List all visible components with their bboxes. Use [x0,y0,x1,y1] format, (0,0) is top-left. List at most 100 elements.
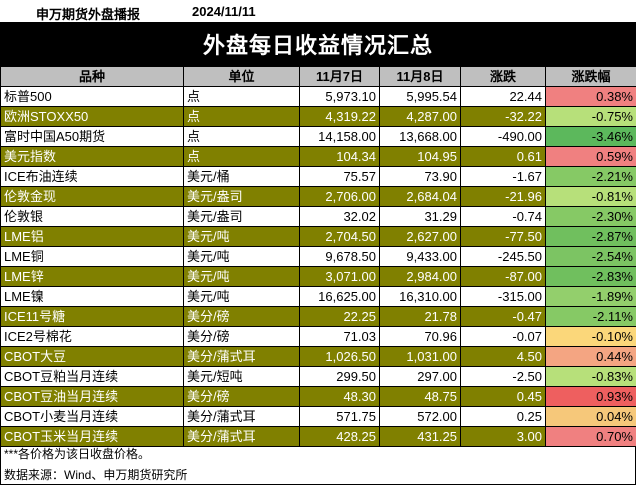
change-pct-cell: -0.10% [545,326,636,347]
variety-cell: CBOT小麦当月连续 [0,406,184,427]
variety-cell: ICE11号糖 [0,306,184,327]
unit-cell: 美元/桶 [183,166,300,187]
variety-cell: 美元指数 [0,146,184,167]
change-pct-cell: 0.93% [545,386,636,407]
nov7-close-cell: 48.30 [299,386,380,407]
change-cell: -0.47 [460,306,546,327]
unit-cell: 点 [183,86,300,107]
variety-cell: LME锌 [0,266,184,287]
unit-cell: 美分/磅 [183,386,300,407]
nov7-close-cell: 2,704.50 [299,226,380,247]
change-pct-cell: -2.21% [545,166,636,187]
nov8-close-cell: 9,433.00 [379,246,461,267]
change-cell: -0.07 [460,326,546,347]
nov8-close-cell: 31.29 [379,206,461,227]
returns-table: 品种 单位 11月7日 11月8日 涨跌 涨跌幅 标普500 点 5,973.10 5… [0,66,636,447]
table-row: LME铝 美元/吨 2,704.50 2,627.00 -77.50 -2.87% [0,226,636,247]
change-cell: -32.22 [460,106,546,127]
change-pct-cell: 0.59% [545,146,636,167]
change-cell: -0.74 [460,206,546,227]
nov8-close-cell: 1,031.00 [379,346,461,367]
change-pct-cell: 0.04% [545,406,636,427]
unit-cell: 美元/吨 [183,286,300,307]
table-row: ICE布油连续 美元/桶 75.57 73.90 -1.67 -2.21% [0,166,636,187]
table-row: 富时中国A50期货点 14,158.00 13,668.00 -490.00 -3.46… [0,126,636,147]
table-row: LME铜 美元/吨 9,678.50 9,433.00 -245.50 -2.54% [0,246,636,267]
change-cell: 0.25 [460,406,546,427]
nov8-close-cell: 431.25 [379,426,461,447]
change-cell: -1.67 [460,166,546,187]
nov7-close-cell: 71.03 [299,326,380,347]
unit-cell: 点 [183,106,300,127]
table-row: 伦敦银 美元/盎司 32.02 31.29 -0.74 -2.30% [0,206,636,227]
change-pct-cell: -0.83% [545,366,636,387]
nov7-close-cell: 22.25 [299,306,380,327]
change-cell: 3.00 [460,426,546,447]
change-pct-cell: -0.75% [545,106,636,127]
nov8-close-cell: 5,995.54 [379,86,461,107]
unit-cell: 点 [183,146,300,167]
nov7-close-cell: 75.57 [299,166,380,187]
report-title: 外盘每日收益情况汇总 [0,22,636,66]
unit-cell: 点 [183,126,300,147]
variety-cell: 标普500 [0,86,184,107]
nov7-close-cell: 3,071.00 [299,266,380,287]
table-row: LME镍 美元/吨 16,625.00 16,310.00 -315.00 -1.89% [0,286,636,307]
col-header-variety: 品种 [0,66,184,87]
change-cell: 0.45 [460,386,546,407]
variety-cell: LME铜 [0,246,184,267]
nov8-close-cell: 297.00 [379,366,461,387]
data-source: 数据来源：Wind、申万期货研究所 [4,468,188,482]
unit-cell: 美分/蒲式耳 [183,406,300,427]
variety-cell: CBOT豆粕当月连续 [0,366,184,387]
col-header-nov8: 11月8日 [379,66,461,87]
change-pct-cell: -2.54% [545,246,636,267]
unit-cell: 美分/磅 [183,326,300,347]
table-row: ICE2号棉花 美分/磅 71.03 70.96 -0.07 -0.10% [0,326,636,347]
change-cell: -315.00 [460,286,546,307]
nov8-close-cell: 2,627.00 [379,226,461,247]
change-cell: -245.50 [460,246,546,267]
nov7-close-cell: 9,678.50 [299,246,380,267]
variety-cell: ICE2号棉花 [0,326,184,347]
variety-cell: 伦敦金现 [0,186,184,207]
nov8-close-cell: 4,287.00 [379,106,461,127]
nov8-close-cell: 13,668.00 [379,126,461,147]
table-row: CBOT小麦当月连续 美分/蒲式耳 571.75 572.00 0.25 0.04% [0,406,636,427]
table-header-row: 品种 单位 11月7日 11月8日 涨跌 涨跌幅 [0,66,636,87]
col-header-unit: 单位 [183,66,300,87]
change-pct-cell: -2.30% [545,206,636,227]
variety-cell: 伦敦银 [0,206,184,227]
nov8-close-cell: 2,984.00 [379,266,461,287]
nov8-close-cell: 2,684.04 [379,186,461,207]
col-header-change-pct: 涨跌幅 [545,66,636,87]
change-cell: -77.50 [460,226,546,247]
nov7-close-cell: 16,625.00 [299,286,380,307]
table-row: CBOT豆油当月连续 美分/磅 48.30 48.75 0.45 0.93% [0,386,636,407]
unit-cell: 美分/蒲式耳 [183,346,300,367]
change-cell: 0.61 [460,146,546,167]
variety-cell: 欧洲STOXX50 [0,106,184,127]
variety-cell: LME铝 [0,226,184,247]
variety-cell: 富时中国A50期货 [0,126,184,147]
nov8-close-cell: 572.00 [379,406,461,427]
nov8-close-cell: 73.90 [379,166,461,187]
change-pct-cell: -2.83% [545,266,636,287]
col-header-change: 涨跌 [460,66,546,87]
change-pct-cell: 0.70% [545,426,636,447]
unit-cell: 美元/吨 [183,246,300,267]
unit-cell: 美分/蒲式耳 [183,426,300,447]
variety-cell: CBOT大豆 [0,346,184,367]
change-pct-cell: -2.87% [545,226,636,247]
table-row: 美元指数点 104.34 104.95 0.61 0.59% [0,146,636,167]
table-row: 标普500 点 5,973.10 5,995.54 22.44 0.38% [0,86,636,107]
table-row: 伦敦金现 美元/盎司 2,706.00 2,684.04 -21.96 -0.81% [0,186,636,207]
table-row: 欧洲STOXX50 点 4,319.22 4,287.00 -32.22 -0.75% [0,106,636,127]
price-note: ***各价格为该日收盘价格。 [4,447,151,461]
change-cell: -490.00 [460,126,546,147]
nov7-close-cell: 4,319.22 [299,106,380,127]
unit-cell: 美元/盎司 [183,206,300,227]
nov7-close-cell: 104.34 [299,146,380,167]
table-row: CBOT玉米当月连续 美分/蒲式耳 428.25 431.25 3.00 0.70% [0,426,636,447]
change-cell: -87.00 [460,266,546,287]
